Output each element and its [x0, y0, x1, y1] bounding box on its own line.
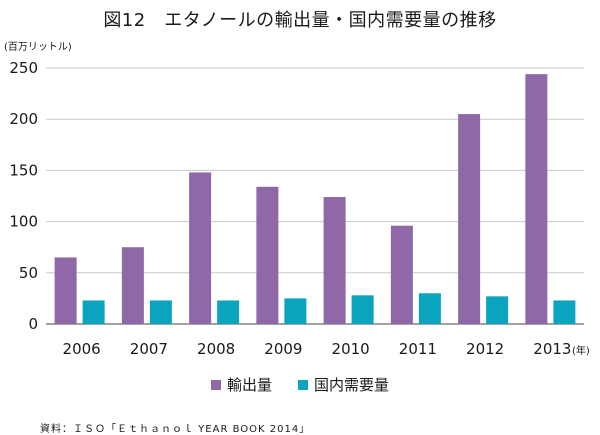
bar-export	[458, 114, 481, 324]
y-tick-label: 0	[28, 315, 38, 333]
bar-domestic	[284, 298, 307, 324]
x-tick-label: 2006	[63, 340, 101, 358]
bar-domestic	[418, 293, 441, 324]
legend-label-export: 輸出量	[226, 376, 272, 394]
x-tick-label: 2009	[264, 340, 302, 358]
bar-export	[323, 197, 346, 324]
legend-swatch-domestic	[298, 379, 308, 390]
bar-domestic	[351, 295, 374, 324]
y-tick-label: 250	[9, 59, 38, 77]
x-tick-label: 2008	[197, 340, 235, 358]
bar-export	[121, 247, 144, 324]
x-tick-label: 2011	[399, 340, 437, 358]
bar-export	[54, 257, 77, 324]
bar-domestic	[553, 300, 576, 324]
x-tick-label: 2013	[533, 340, 571, 358]
y-tick-label: 200	[9, 110, 38, 128]
legend: 輸出量 国内需要量	[0, 374, 600, 395]
bar-export	[189, 172, 212, 324]
x-tick-label: 2012	[466, 340, 504, 358]
source-note: 資料：ＩＳＯ「Ｅｔｈａｎｏｌ YEAR BOOK 2014」	[40, 424, 311, 435]
legend-item-export: 輸出量	[210, 374, 272, 395]
bar-domestic	[217, 300, 240, 324]
bar-export	[390, 225, 413, 324]
chart-title: 図12 エタノールの輸出量・国内需要量の推移	[103, 10, 497, 31]
y-tick-label: 100	[9, 213, 38, 231]
bar-domestic	[82, 300, 105, 324]
bar-domestic	[149, 300, 172, 324]
legend-label-domestic: 国内需要量	[314, 376, 390, 394]
legend-swatch-export	[210, 379, 221, 390]
y-tick-label: 50	[19, 264, 38, 282]
legend-item-domestic: 国内需要量	[298, 374, 389, 395]
bar-export	[256, 186, 279, 324]
bar-domestic	[486, 296, 509, 324]
x-axis-unit: (年)	[572, 346, 590, 357]
y-axis-unit: (百万リットル)	[4, 42, 72, 53]
bar-export	[525, 74, 548, 324]
x-tick-label: 2007	[130, 340, 168, 358]
y-tick-label: 150	[9, 161, 38, 179]
x-tick-label: 2010	[332, 340, 370, 358]
